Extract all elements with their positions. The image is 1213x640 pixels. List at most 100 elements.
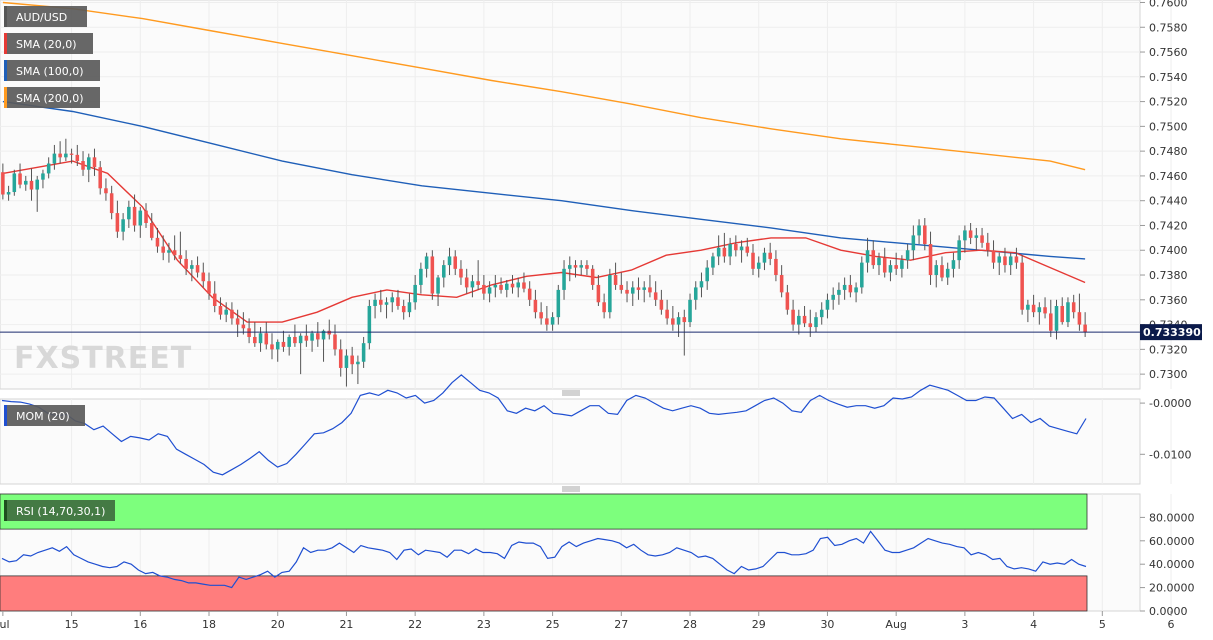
candle: [442, 260, 446, 288]
candle: [401, 299, 406, 320]
y-tick-label: 0.7520: [1149, 96, 1188, 109]
candle-body: [997, 256, 1002, 263]
candle-body: [293, 336, 297, 344]
candle: [344, 349, 349, 387]
candle: [602, 293, 606, 319]
candle: [928, 231, 933, 285]
candle: [81, 151, 85, 176]
candle: [997, 252, 1002, 276]
candle: [951, 252, 956, 278]
candle-body: [608, 275, 612, 313]
candle-body: [1014, 256, 1019, 263]
candle-body: [1054, 305, 1059, 331]
candle-body: [1020, 262, 1024, 310]
candle: [842, 277, 847, 300]
candle-body: [659, 299, 664, 310]
candle-body: [842, 284, 847, 290]
candle-body: [333, 334, 337, 350]
candle-body: [1031, 304, 1036, 313]
rsi-y-tick-label: 80.0000: [1149, 511, 1195, 524]
candle: [190, 260, 194, 282]
candle-body: [23, 180, 28, 185]
candle: [522, 272, 526, 293]
candle: [567, 256, 572, 282]
candle-body: [545, 318, 549, 325]
sma-200-line: [2, 1, 1086, 171]
candle-body: [287, 336, 291, 347]
candle-body: [751, 252, 755, 269]
candle-body: [109, 193, 114, 214]
candle-body: [316, 333, 320, 340]
candle: [390, 292, 395, 313]
rsi-y-tick-label: 60.0000: [1149, 535, 1195, 548]
candle-body: [190, 265, 194, 269]
candle-body: [980, 235, 984, 243]
candle: [774, 250, 778, 282]
candle: [596, 275, 601, 306]
candle: [802, 305, 807, 328]
candle: [304, 324, 309, 347]
candle: [258, 327, 263, 352]
candle-body: [567, 265, 572, 269]
candle: [310, 330, 314, 352]
candle: [510, 275, 515, 294]
x-tick-label: 18: [202, 618, 216, 631]
candle-body: [184, 258, 188, 269]
rsi-line: [1, 530, 1087, 589]
candle-body: [396, 297, 400, 306]
candle-body: [41, 173, 45, 180]
x-tick-label: 6: [1168, 618, 1175, 631]
candle-body: [728, 244, 732, 257]
candle: [722, 232, 727, 263]
candle: [144, 203, 148, 228]
candle-body: [722, 247, 727, 257]
rsi-y-tick-label: 20.0000: [1149, 582, 1195, 595]
candle: [333, 324, 337, 356]
candle-body: [693, 287, 698, 300]
candle: [825, 293, 830, 319]
legend-swatch: [4, 87, 7, 108]
candle: [1008, 252, 1013, 276]
candle-body: [871, 250, 876, 266]
candle-body: [630, 287, 635, 294]
candle-body: [81, 161, 85, 170]
legend-swatch: [4, 33, 7, 54]
y-tick-label: 0.7540: [1149, 71, 1188, 84]
candle: [98, 161, 102, 195]
candle-body: [218, 305, 223, 315]
candle-body: [888, 265, 893, 273]
candle-body: [384, 302, 389, 305]
candle: [470, 275, 475, 298]
candle-body: [917, 225, 921, 236]
candle: [533, 289, 538, 319]
x-tick-label: 16: [133, 618, 147, 631]
candle-body: [865, 250, 870, 263]
candle-body: [401, 305, 406, 313]
x-tick-label: 3: [961, 618, 968, 631]
candle-body: [768, 252, 772, 259]
candle-body: [774, 258, 778, 276]
candle-body: [699, 281, 704, 288]
candle: [149, 213, 154, 241]
candle-body: [653, 292, 658, 300]
candle: [316, 322, 320, 347]
sma-100-line: [2, 100, 1086, 260]
x-tick-label: 21: [339, 618, 353, 631]
candle-body: [797, 315, 801, 325]
candle: [35, 175, 39, 212]
candle-body: [1003, 256, 1007, 266]
candle-body: [1049, 313, 1053, 331]
candle-body: [986, 242, 990, 251]
candle: [636, 277, 641, 300]
legend-swatch: [4, 6, 7, 27]
candle-body: [791, 309, 795, 325]
candle: [1071, 294, 1076, 319]
candle-body: [298, 335, 303, 344]
candle: [905, 244, 910, 269]
legend-item: SMA (20,0): [4, 33, 93, 54]
candle-body: [814, 317, 818, 328]
candle-body: [344, 355, 349, 368]
candle-body: [819, 309, 824, 318]
candle: [860, 256, 864, 294]
candle-body: [1008, 256, 1013, 266]
